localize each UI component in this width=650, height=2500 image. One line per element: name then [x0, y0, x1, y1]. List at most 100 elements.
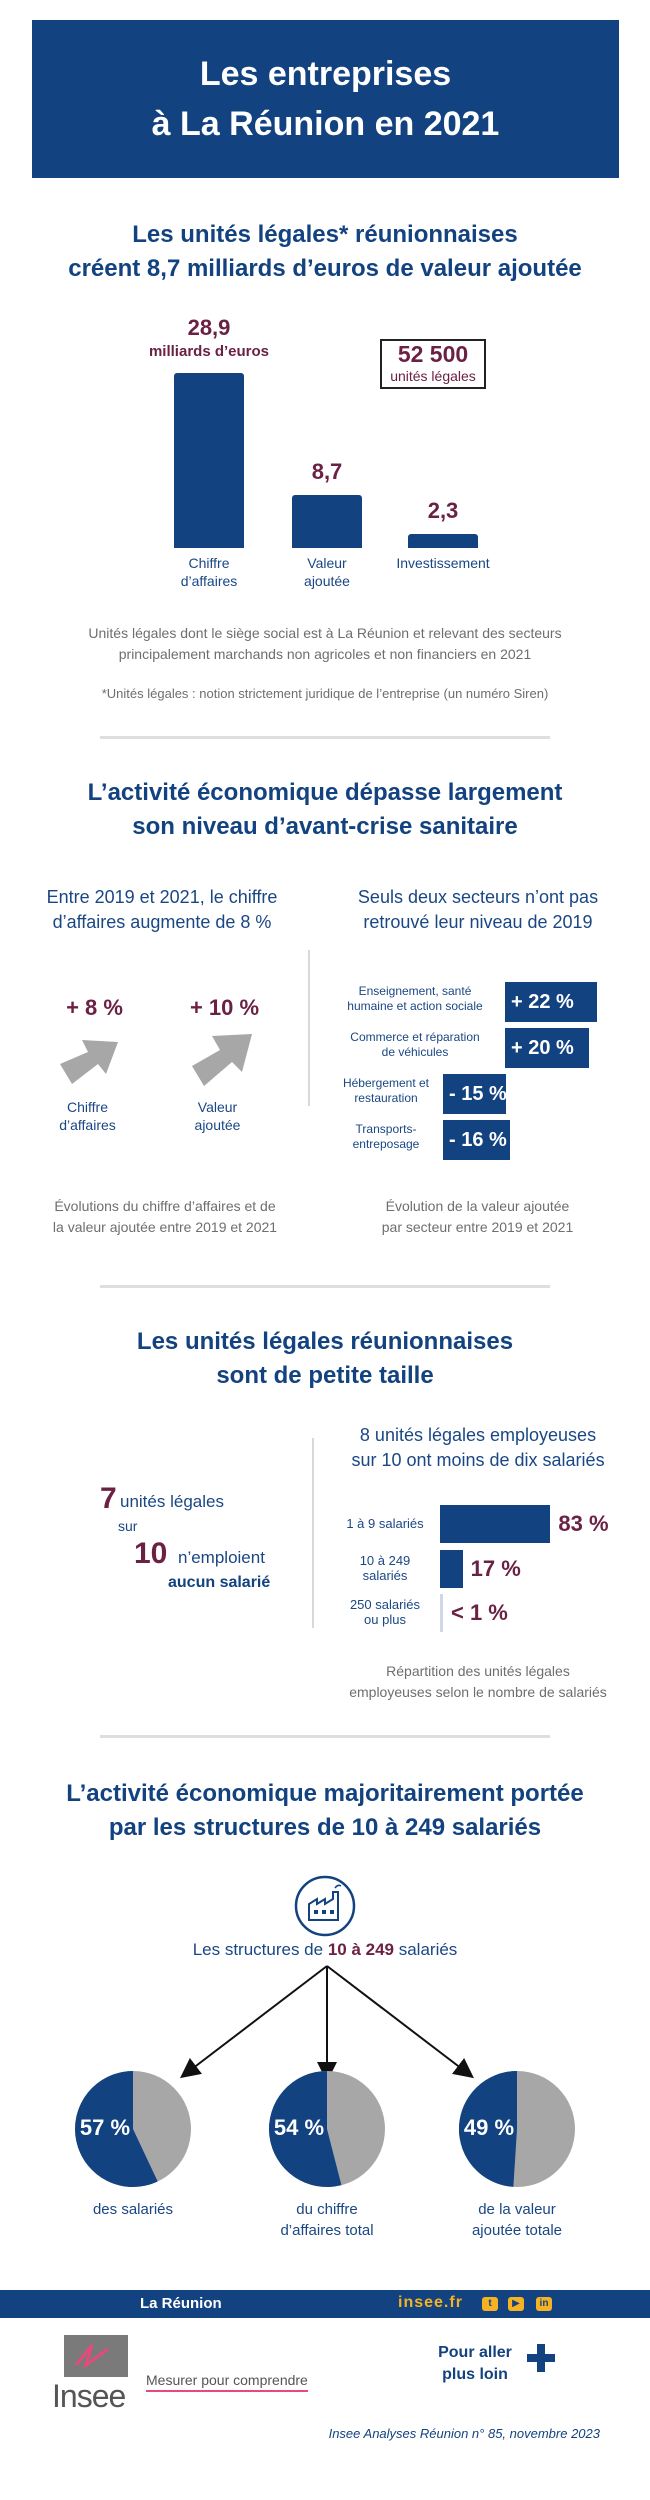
sector-label-line: de véhicules	[381, 1045, 449, 1059]
sector-bar: - 16 %	[443, 1120, 511, 1160]
pie-label-line: d’affaires total	[280, 2222, 374, 2239]
pie-chart	[459, 2071, 575, 2187]
arrow-up-right-icon	[192, 1034, 252, 1086]
section4-intro-bold: 10 à 249	[327, 1940, 394, 1959]
more-info-line2: plus loin	[442, 2366, 508, 2383]
employ-text: n’emploient	[178, 1548, 265, 1567]
section1-title-line1: Les unités légales* réunionnaises	[132, 221, 518, 248]
value-added-growth-label-line2: ajoutée	[194, 1117, 241, 1133]
youtube-icon[interactable]: ▶	[508, 2297, 524, 2311]
sector-label: Enseignement, santé humaine et action soc…	[330, 984, 500, 1014]
section1-note-line1: Unités légales dont le siège social est …	[88, 625, 562, 641]
value-bar-number: 8,7	[311, 459, 343, 485]
section4-intro-post: salariés	[394, 1940, 458, 1959]
section4-title-line1: L’activité économique majoritairement po…	[66, 1780, 584, 1807]
footer-region: La Réunion	[140, 2295, 222, 2312]
size-bar-value: < 1 %	[451, 1600, 508, 1625]
section4-intro-pre: Les structures de	[192, 1940, 328, 1959]
sector-label-line: Transports-	[355, 1122, 417, 1136]
sector-label: Transports-entreposage	[330, 1122, 442, 1152]
turnover-growth-label-line1: Chiffre	[67, 1099, 108, 1115]
pie-label-line: de la valeur	[478, 2201, 556, 2218]
no-employee-text: aucun salarié	[168, 1574, 271, 1591]
header-banner: Les entreprises à La Réunion en 2021	[32, 20, 619, 178]
sector-label-line: humaine et action sociale	[347, 999, 483, 1013]
size-label-line: 10 à 249	[359, 1553, 411, 1568]
value-bar-number: 2,3	[427, 498, 459, 524]
size-bar-value: 17 %	[470, 1556, 521, 1581]
section2-right-subtitle-line1: Seuls deux secteurs n’ont pas	[357, 887, 599, 907]
seven-number: 7	[100, 1482, 117, 1515]
section2-right-note-line1: Évolution de la valeur ajoutée	[385, 1198, 570, 1214]
size-bar	[440, 1594, 443, 1632]
section2-right-note-line2: par secteur entre 2019 et 2021	[381, 1219, 574, 1235]
linkedin-icon[interactable]: in	[536, 2297, 552, 2311]
value-bar-label: Chiffre d’affaires	[139, 554, 279, 590]
section2-separator	[308, 950, 310, 1106]
pie-slice-share	[459, 2071, 517, 2187]
value-added-growth-label: Valeur ajoutée	[165, 1098, 270, 1134]
size-bar-value: 83 %	[558, 1511, 609, 1536]
turnover-growth-label-line2: d’affaires	[59, 1117, 116, 1133]
insee-logo-text: Insee	[52, 2378, 126, 2414]
section3-right-subtitle: 8 unités légales employeuses sur 10 ont …	[318, 1423, 638, 1473]
section3-separator	[312, 1438, 314, 1628]
section4-intro: Les structures de 10 à 249 salariés	[100, 1940, 550, 1960]
section2-left-note-line2: la valeur ajoutée entre 2019 et 2021	[52, 1219, 278, 1235]
sector-label-line: Commerce et réparation	[350, 1030, 480, 1044]
section2-left-subtitle: Entre 2019 et 2021, le chiffre d’affaire…	[22, 885, 302, 935]
sector-bar: - 15 %	[443, 1074, 507, 1114]
value-bar-label-line1: Valeur	[307, 555, 347, 571]
pie-value: 54 %	[273, 2115, 325, 2140]
section1-note: Unités légales dont le siège social est …	[40, 623, 610, 665]
section4-title-line2: par les structures de 10 à 249 salariés	[108, 1814, 542, 1841]
pie-value: 57 %	[79, 2115, 131, 2140]
on-text: sur	[118, 1518, 138, 1534]
section2-left-note-line1: Évolutions du chiffre d’affaires et de	[54, 1198, 276, 1214]
footer-site-link[interactable]: insee.fr	[398, 2294, 463, 2311]
factory-icon	[294, 1875, 356, 1937]
section3-title: Les unités légales réunionnaises sont de…	[20, 1325, 630, 1393]
size-label: 250 salariés ou plus	[335, 1597, 435, 1627]
legal-units-label: unités légales	[390, 368, 476, 384]
plus-icon[interactable]	[527, 2344, 555, 2372]
section2-left-note: Évolutions du chiffre d’affaires et de l…	[30, 1196, 300, 1238]
value-bar-label: Investissement	[373, 554, 513, 572]
section2-right-subtitle-line2: retrouvé leur niveau de 2019	[363, 912, 593, 932]
legal-units-box: 52 500 unités légales	[380, 339, 486, 389]
value-bar-number: 28,9	[187, 315, 231, 340]
value-bar-label: Valeur ajoutée	[257, 554, 397, 590]
pie-label-line: des salariés	[92, 2201, 174, 2218]
section2-title: L’activité économique dépasse largement …	[20, 776, 630, 844]
value-bar	[174, 373, 244, 548]
value-added-growth-label-line1: Valeur	[197, 1099, 238, 1115]
publication-reference: Insee Analyses Réunion n° 85, novembre 2…	[328, 2426, 600, 2441]
section2-title-line1: L’activité économique dépasse largement	[87, 779, 563, 806]
value-bar	[292, 495, 362, 548]
section3-right-subtitle-line2: sur 10 ont moins de dix salariés	[351, 1450, 605, 1470]
pie-label: des salariés	[53, 2199, 213, 2220]
twitter-icon[interactable]: t	[482, 2297, 498, 2311]
size-label: 1 à 9 salariés	[335, 1516, 435, 1531]
sector-label-line: Hébergement et	[342, 1076, 430, 1090]
sector-label: Commerce et réparation de véhicules	[330, 1030, 500, 1060]
size-label-line: 1 à 9 salariés	[346, 1516, 424, 1531]
value-added-growth-value: + 10 %	[189, 995, 260, 1020]
legal-units-text: unités légales	[120, 1492, 224, 1511]
more-info[interactable]: Pour aller plus loin	[420, 2342, 530, 2386]
legal-units-count: 52 500	[397, 341, 469, 367]
value-bar-label-line1: Chiffre	[188, 555, 230, 571]
section1-title: Les unités légales* réunionnaises créent…	[20, 218, 630, 286]
section2-right-note: Évolution de la valeur ajoutée par secte…	[345, 1196, 610, 1238]
more-info-line1: Pour aller	[438, 2344, 512, 2361]
divider-1	[100, 736, 550, 739]
sector-label-line: restauration	[354, 1091, 418, 1105]
pie-label-line: ajoutée totale	[471, 2222, 563, 2239]
insee-tagline: Mesurer pour comprendre	[146, 2372, 308, 2392]
section1-note-line2: principalement marchands non agricoles e…	[118, 646, 532, 662]
pie-label: de la valeur ajoutée totale	[437, 2199, 597, 2241]
sector-label: Hébergement et restauration	[330, 1076, 442, 1106]
pie-chart	[75, 2071, 191, 2187]
sector-bar: + 20 %	[505, 1028, 589, 1068]
value-bar-label-line2: d’affaires	[180, 573, 238, 589]
